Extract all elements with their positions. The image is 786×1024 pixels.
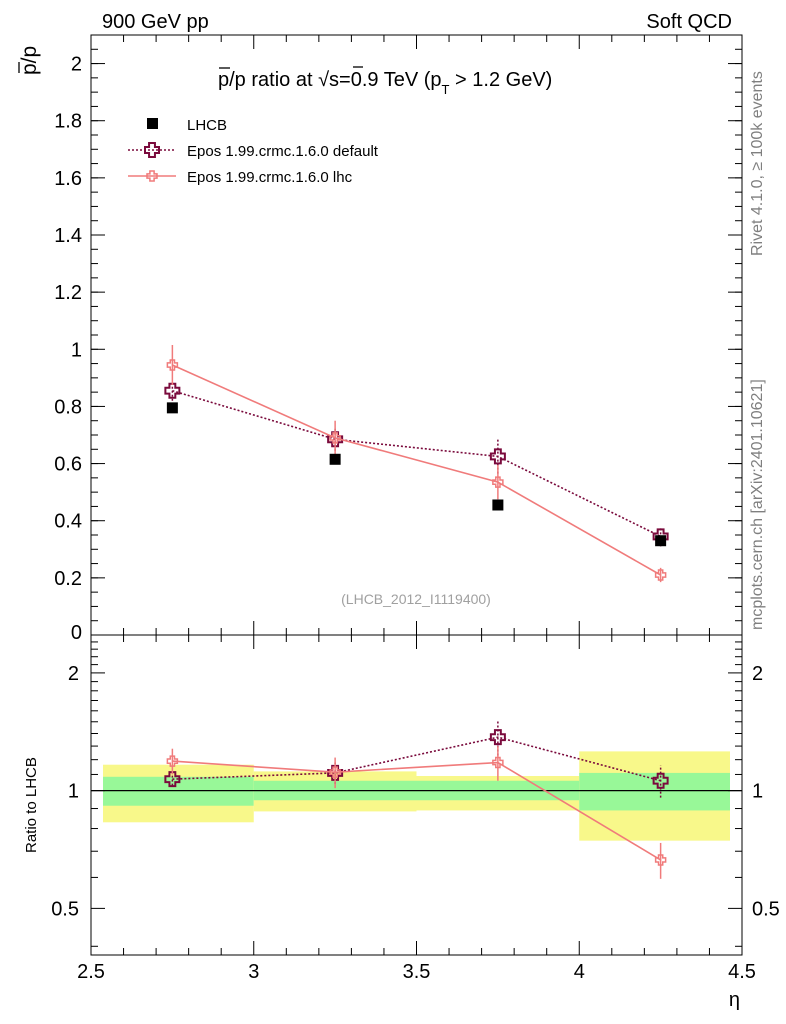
ratio-lhc-series-point (166, 755, 179, 767)
default-series-line (172, 389, 661, 538)
main-ytick-label: 0 (71, 622, 82, 644)
legend-marker (146, 170, 158, 182)
ratio-lhc-series-point (654, 854, 667, 866)
ratio-default-series-line (172, 736, 661, 782)
legend-label: LHCB (187, 117, 227, 134)
legend-label: Epos 1.99.crmc.1.6.0 lhc (187, 169, 353, 186)
header-right: Soft QCD (646, 11, 732, 33)
chart-title: p/p ratio at √s=0.9 TeV (pT > 1.2 GeV) (218, 69, 552, 97)
ratio-xtick-label: 2.5 (77, 961, 105, 983)
title-s: s (329, 69, 339, 91)
legend-label: Epos 1.99.crmc.1.6.0 default (187, 143, 379, 160)
title-sub: T (442, 82, 450, 97)
ratio-default-series-point (489, 729, 506, 746)
main-ytick-label: 1.2 (54, 282, 82, 304)
lhcb-data-point (492, 499, 504, 511)
ratio-lhc-series-line (172, 760, 662, 861)
ratio-xtick-label: 4.5 (728, 961, 756, 983)
header-left: 900 GeV pp (102, 11, 209, 33)
ratio-ytick-label: 0.5 (51, 898, 79, 920)
legend-marker (144, 142, 160, 158)
analysis-label: (LHCB_2012_I1119400) (341, 591, 491, 607)
main-ytick-label: 1.8 (54, 111, 82, 133)
lhc-series-point (166, 359, 179, 371)
ratio-ytick-label-right: 2 (752, 663, 763, 685)
legend-lhcb-marker (147, 118, 158, 129)
default-series-point (164, 382, 181, 399)
lhc-series-line (172, 364, 662, 576)
lhc-series-point (492, 476, 504, 488)
lhc-series-point (654, 569, 667, 581)
main-ytick-label: 0.6 (54, 454, 82, 476)
main-ytick-label: 0.8 (54, 396, 82, 418)
title-sqrt: √ (318, 69, 329, 91)
rivet-label: Rivet 4.1.0, ≥ 100k events (749, 71, 766, 256)
ratio-xtick-label: 3.5 (403, 961, 431, 983)
mcplots-label: mcplots.cern.ch [arXiv:2401.10621] (749, 379, 766, 630)
ratio-ylabel: Ratio to LHCB (23, 757, 40, 853)
ratio-ytick-label: 1 (68, 781, 79, 803)
ratio-default-series-point (164, 771, 181, 788)
ratio-lhc-series-point (492, 756, 504, 769)
title-prefix: /p ratio at (229, 69, 318, 91)
main-ytick-label: 0.2 (54, 568, 82, 590)
main-ytick-label: 1.4 (54, 225, 82, 247)
main-panel: 0 0.2 0.4 0.6 0.8 1 1.2 1.4 1.6 1.8 2 p/p ratio at… (18, 34, 743, 644)
main-ytick-label: 1 (71, 339, 82, 361)
lhcb-data-point (329, 453, 341, 465)
title-pbar: p (218, 69, 229, 91)
x-axis-label: η (729, 989, 740, 1011)
main-ylabel: p/p (18, 46, 41, 75)
ratio-panel: 0.5 0.5 1 1 2 2 2.5 3 3.5 4 4.5 Ratio to LHCB η (23, 634, 780, 1011)
ratio-xtick-label: 3 (248, 961, 259, 983)
main-ytick-label: 1.6 (54, 168, 82, 190)
lhcb-data-point (655, 535, 667, 547)
main-ytick-label: 0.4 (54, 511, 82, 533)
main-ytick-label: 2 (71, 54, 82, 76)
title-suffix: > 1.2 GeV) (449, 69, 552, 91)
ratio-ytick-label: 2 (68, 663, 79, 685)
lhc-series-point (329, 432, 341, 444)
lhcb-data-point (166, 402, 178, 414)
default-series-point (489, 448, 506, 465)
title-middle: =0.9 TeV (p (339, 69, 441, 91)
ratio-ytick-label-right: 0.5 (752, 898, 780, 920)
ratio-xtick-label: 4 (574, 961, 585, 983)
ratio-lhc-series-point (329, 766, 341, 778)
ratio-ytick-label-right: 1 (752, 781, 763, 803)
legend: LHCB Epos 1.99.crmc.1.6.0 default Epos 1.9… (128, 117, 379, 186)
ratio-default-series-point (652, 772, 669, 789)
